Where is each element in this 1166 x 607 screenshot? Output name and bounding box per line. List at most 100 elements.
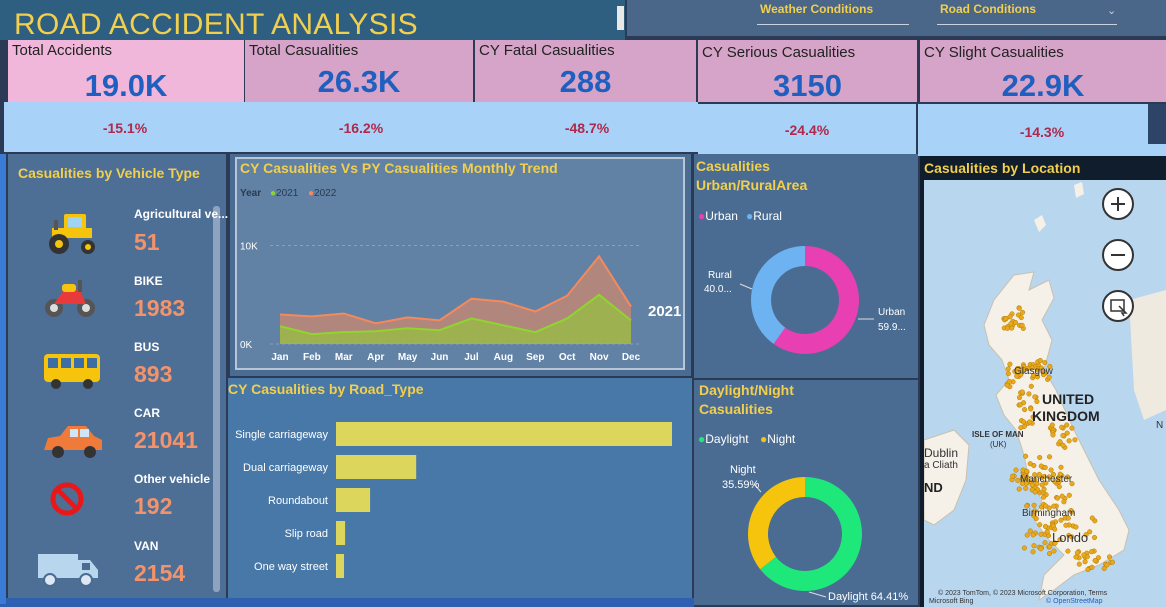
zoom-out-button[interactable] [1102, 239, 1134, 271]
location-dot [1069, 534, 1075, 540]
location-dot [1042, 523, 1049, 529]
location-dot [1092, 557, 1098, 564]
location-dot [1030, 414, 1036, 420]
location-dot [1047, 363, 1053, 370]
location-dot [1081, 552, 1087, 558]
tractor-icon [49, 214, 95, 254]
urban-chart [739, 246, 874, 354]
location-dot [1004, 382, 1010, 388]
legend-2021[interactable]: ●2021 [270, 188, 299, 199]
location-dot [1007, 361, 1013, 367]
chevron-down-icon[interactable]: ⌄ [1107, 5, 1117, 17]
urban-title-line1: Casualities [696, 158, 770, 174]
category-label: One way street [254, 561, 328, 573]
x-tick-label: Mar [335, 352, 353, 363]
location-dot [1034, 398, 1040, 405]
location-dot [1064, 422, 1070, 428]
location-dot [1065, 474, 1071, 480]
location-dot [1013, 467, 1019, 473]
location-dot [1046, 454, 1053, 460]
location-dot [1027, 461, 1033, 467]
legend-daylight-label: Daylight [705, 432, 749, 446]
map-bing-logo: Microsoft Bing [929, 598, 974, 605]
location-dot [1051, 503, 1057, 509]
location-dot [1016, 486, 1022, 492]
urban-label-name: Urban [878, 307, 906, 318]
road-slicer-label[interactable]: Road Conditions [940, 2, 1036, 16]
slice-urban [773, 246, 859, 354]
location-dot [1004, 325, 1010, 331]
night-leader-line [753, 483, 762, 493]
location-dot [1054, 495, 1061, 501]
legend-night[interactable]: ●Night [760, 432, 796, 446]
legend-rural[interactable]: ●Rural [746, 209, 782, 223]
location-dot [1046, 474, 1052, 480]
kpi-change: -48.7% [564, 120, 610, 136]
legend-daylight[interactable]: ●Daylight [698, 432, 749, 446]
vehicle-panel: Casualities by Vehicle Type Agricultural… [8, 154, 229, 602]
location-dot [1050, 432, 1056, 438]
location-dot [1037, 454, 1043, 461]
location-dot [1024, 474, 1030, 480]
kpi-cy-fatal: CY Fatal Casualities 288 [475, 40, 696, 102]
road-panel: CY Casualities by Road_Type Single carri… [228, 378, 692, 598]
vehicle-scrollbar[interactable] [213, 206, 220, 592]
vehicle-value: 893 [134, 361, 173, 387]
location-dot [1057, 439, 1063, 445]
kpi-change-box: -24.4% [698, 104, 916, 154]
kpi-label: CY Slight Casualities [924, 44, 1064, 61]
location-dot [1052, 540, 1058, 546]
map-copyright[interactable]: © 2023 TomTom, © 2023 Microsoft Corporat… [938, 590, 1108, 597]
bar [336, 488, 371, 512]
location-dot [1031, 543, 1037, 549]
night-label-pct: 35.59% [722, 479, 760, 491]
location-dot [1085, 566, 1091, 573]
left-strip [0, 154, 6, 604]
vehicle-label: VAN [134, 539, 159, 553]
location-dot [1091, 534, 1098, 541]
location-dot [1055, 475, 1061, 481]
scroll-handle[interactable] [617, 6, 624, 30]
location-dot [1032, 394, 1038, 400]
x-tick-label: Feb [303, 352, 321, 363]
trend-legend-title: Year [240, 188, 262, 199]
location-dot [1030, 372, 1037, 378]
map-osm-link[interactable]: © OpenStreetMap [1046, 598, 1103, 605]
location-dot [1027, 528, 1033, 534]
kpi-value: 26.3K [317, 64, 401, 99]
urban-label-pct: 59.9... [878, 322, 906, 333]
rural-label-pct: 40.0... [704, 284, 732, 295]
plus-icon [1111, 197, 1125, 211]
kpi-label: CY Fatal Casualities [479, 42, 615, 59]
urban-panel: Casualities Urban/RuralArea ●Urban ●Rura… [694, 154, 918, 378]
location-dot [1065, 515, 1071, 521]
location-dot [1014, 373, 1020, 379]
slicer-bar: Weather Conditions Road Conditions ⌄ [627, 0, 1166, 36]
kpi-label: Total Accidents [12, 42, 113, 59]
select-area-button[interactable] [1102, 290, 1134, 322]
legend-urban[interactable]: ●Urban [698, 209, 738, 223]
location-dot [1032, 472, 1038, 478]
y-tick-label: 0K [240, 340, 253, 351]
location-dot [1009, 325, 1015, 331]
road-slicer-underline [937, 24, 1117, 25]
map-label-baile: a Cliath [924, 460, 958, 471]
zoom-in-button[interactable] [1102, 188, 1134, 220]
legend-2022[interactable]: ●2022 [308, 188, 337, 199]
location-dot [1024, 532, 1030, 538]
location-dot [1027, 419, 1033, 425]
location-dot [1059, 424, 1065, 430]
location-dot [1057, 537, 1063, 543]
vehicle-label: Agricultural ve... [134, 207, 229, 221]
location-dot [1066, 438, 1072, 444]
weather-slicer-label[interactable]: Weather Conditions [760, 2, 874, 16]
rural-leader-line [739, 283, 753, 290]
map-label-manchester: Manchester [1020, 474, 1073, 485]
location-dot [1058, 517, 1064, 523]
location-dot [1003, 315, 1009, 322]
motorbike-icon [45, 280, 95, 317]
kpi-value: 288 [559, 64, 612, 99]
location-dot [1052, 526, 1058, 532]
x-tick-label: Jul [464, 352, 479, 363]
daynight-title-line1: Daylight/Night [699, 382, 794, 398]
